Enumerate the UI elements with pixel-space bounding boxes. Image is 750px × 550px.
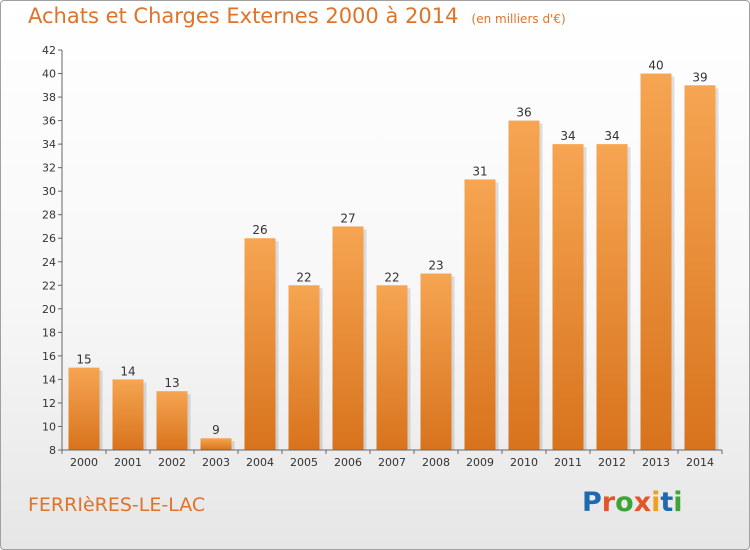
bar-value-label: 36 xyxy=(516,106,531,120)
x-tick-label: 2007 xyxy=(378,456,406,469)
y-tick-label: 20 xyxy=(42,303,56,316)
y-tick-label: 32 xyxy=(42,162,56,175)
y-tick-label: 10 xyxy=(42,420,56,433)
bar-value-label: 40 xyxy=(648,59,663,73)
bar-value-label: 9 xyxy=(212,423,220,437)
x-tick-label: 2000 xyxy=(70,456,98,469)
bar-value-label: 13 xyxy=(164,376,179,390)
bar[interactable] xyxy=(200,438,232,450)
x-axis: 2000 2001 2002 2003 2004 2005 2006 2007 2008 2009… xyxy=(61,449,723,469)
y-tick-label: 30 xyxy=(42,185,56,198)
bar-value-label: 39 xyxy=(692,70,707,84)
bar[interactable] xyxy=(596,144,628,450)
bar-value-label: 31 xyxy=(472,164,487,178)
x-tick-label: 2009 xyxy=(466,456,494,469)
bar-value-label: 22 xyxy=(384,270,399,284)
x-tick-label: 2003 xyxy=(202,456,230,469)
logo-letter: x xyxy=(633,487,652,518)
y-tick-label: 28 xyxy=(42,209,56,222)
bar-value-label: 26 xyxy=(252,223,267,237)
y-tick-label: 26 xyxy=(42,232,56,245)
bars: 15 14 13 9 26 22 27 22 23 31 36 34 34 40 39 xyxy=(68,59,719,451)
bar[interactable] xyxy=(244,238,276,450)
y-tick-label: 36 xyxy=(42,115,56,128)
bar-value-label: 23 xyxy=(428,259,443,273)
y-tick-label: 12 xyxy=(42,397,56,410)
x-tick-label: 2004 xyxy=(246,456,274,469)
x-tick-label: 2012 xyxy=(598,456,626,469)
bar[interactable] xyxy=(508,120,540,451)
y-tick-label: 16 xyxy=(42,350,56,363)
bar[interactable] xyxy=(464,179,496,451)
bar-value-label: 14 xyxy=(120,364,135,378)
chart-subtitle: (en milliers d'€) xyxy=(471,12,566,26)
bar[interactable] xyxy=(420,273,452,450)
bar[interactable] xyxy=(552,144,584,450)
bar-value-label: 34 xyxy=(560,129,575,143)
bar[interactable] xyxy=(68,367,100,450)
logo-letter: r xyxy=(601,487,616,518)
bar-value-label: 34 xyxy=(604,129,619,143)
bar-value-label: 15 xyxy=(76,353,91,367)
logo-letter: P xyxy=(582,487,602,518)
bar[interactable] xyxy=(640,73,672,450)
x-tick-label: 2001 xyxy=(114,456,142,469)
chart-header: Achats et Charges Externes 2000 à 2014 (… xyxy=(28,4,566,28)
bar-value-label: 27 xyxy=(340,211,355,225)
logo-letter: i xyxy=(651,487,661,518)
x-tick-label: 2011 xyxy=(554,456,582,469)
logo-letter: o xyxy=(615,487,634,518)
place-name: FERRIèRES-LE-LAC xyxy=(28,494,206,516)
bar[interactable] xyxy=(156,391,188,450)
x-tick-label: 2006 xyxy=(334,456,362,469)
x-tick-label: 2002 xyxy=(158,456,186,469)
y-tick-label: 42 xyxy=(42,44,56,57)
y-tick-label: 34 xyxy=(42,138,56,151)
y-axis: 8 10 12 14 16 18 20 22 24 26 28 30 32 34 36 38 40 42 xyxy=(42,44,63,457)
y-tick-label: 8 xyxy=(49,444,56,457)
bar-value-label: 22 xyxy=(296,270,311,284)
bar[interactable] xyxy=(288,285,320,450)
y-tick-label: 22 xyxy=(42,279,56,292)
bar[interactable] xyxy=(112,379,144,450)
y-tick-label: 24 xyxy=(42,256,56,269)
y-tick-label: 38 xyxy=(42,91,56,104)
y-tick-label: 40 xyxy=(42,68,56,81)
y-tick-label: 18 xyxy=(42,326,56,339)
bar[interactable] xyxy=(332,226,364,450)
x-tick-label: 2013 xyxy=(642,456,670,469)
y-tick-label: 14 xyxy=(42,373,56,386)
bar[interactable] xyxy=(376,285,408,450)
logo-letter: t xyxy=(660,487,674,518)
proxiti-logo[interactable]: Proxiti xyxy=(582,487,683,518)
chart-title: Achats et Charges Externes 2000 à 2014 xyxy=(28,4,459,28)
x-tick-label: 2010 xyxy=(510,456,538,469)
logo-letter: i xyxy=(673,487,683,518)
x-tick-label: 2005 xyxy=(290,456,318,469)
x-tick-label: 2014 xyxy=(686,456,714,469)
bar[interactable] xyxy=(684,85,716,450)
x-tick-label: 2008 xyxy=(422,456,450,469)
